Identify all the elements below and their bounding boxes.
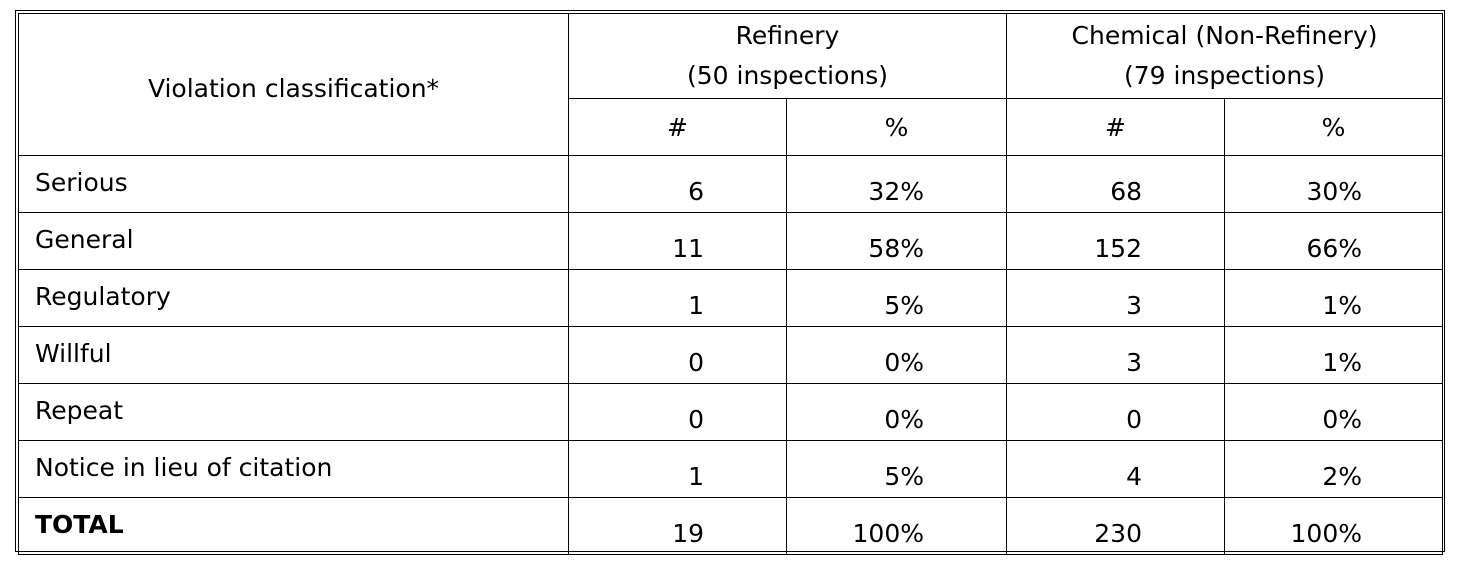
chemical-count: 152 xyxy=(1006,212,1225,270)
header-chemical-percent: % xyxy=(1223,98,1444,156)
header-chemical-count: # xyxy=(1006,98,1225,156)
refinery-count: 11 xyxy=(568,212,787,270)
refinery-count: 1 xyxy=(568,269,787,327)
table-frame: Violation classification* Refinery (50 i… xyxy=(15,10,1445,555)
chemical-percent: 1% xyxy=(1223,269,1444,327)
row-label: Serious xyxy=(18,155,569,213)
refinery-percent: 58% xyxy=(786,212,1007,270)
chemical-total-count: 230 xyxy=(1006,497,1225,555)
chemical-count: 3 xyxy=(1006,326,1225,384)
table-row: Serious 6 32% 68 30% xyxy=(18,155,1444,213)
refinery-count: 6 xyxy=(568,155,787,213)
row-label: Willful xyxy=(18,326,569,384)
table-row: Repeat 0 0% 0 0% xyxy=(18,383,1444,441)
header-group-refinery: Refinery (50 inspections) xyxy=(568,13,1007,99)
chemical-count: 68 xyxy=(1006,155,1225,213)
chemical-percent: 0% xyxy=(1223,383,1444,441)
table-row: Willful 0 0% 3 1% xyxy=(18,326,1444,384)
header-chemical-line1: Chemical (Non-Refinery) xyxy=(1071,21,1378,50)
row-label: Regulatory xyxy=(18,269,569,327)
chemical-count: 0 xyxy=(1006,383,1225,441)
header-row-sub: # % # % xyxy=(19,98,1444,156)
header-refinery-line2: (50 inspections) xyxy=(687,61,888,90)
header-classification: Violation classification* xyxy=(18,13,569,156)
row-label: Notice in lieu of citation xyxy=(18,440,569,498)
refinery-count: 1 xyxy=(568,440,787,498)
chemical-count: 3 xyxy=(1006,269,1225,327)
chemical-percent: 66% xyxy=(1223,212,1444,270)
refinery-percent: 5% xyxy=(786,269,1007,327)
header-row-groups: Violation classification* Refinery (50 i… xyxy=(18,13,1444,156)
refinery-count: 0 xyxy=(568,383,787,441)
refinery-total-count: 19 xyxy=(568,497,787,555)
header-refinery-line1: Refinery xyxy=(735,21,840,50)
row-label: General xyxy=(18,212,569,270)
table-row: General 11 58% 152 66% xyxy=(18,212,1444,270)
chemical-percent: 2% xyxy=(1223,440,1444,498)
chemical-percent: 1% xyxy=(1223,326,1444,384)
chemical-percent: 30% xyxy=(1223,155,1444,213)
total-label: TOTAL xyxy=(18,497,569,555)
header-refinery-count: # xyxy=(568,98,787,156)
header-chemical-line2: (79 inspections) xyxy=(1124,61,1325,90)
refinery-percent: 0% xyxy=(786,326,1007,384)
refinery-percent: 32% xyxy=(786,155,1007,213)
refinery-total-percent: 100% xyxy=(786,497,1007,555)
refinery-percent: 5% xyxy=(786,440,1007,498)
header-refinery-percent: % xyxy=(786,98,1007,156)
header-group-chemical: Chemical (Non-Refinery) (79 inspections) xyxy=(1005,13,1444,99)
total-row: TOTAL 19 100% 230 100% xyxy=(18,497,1444,555)
refinery-count: 0 xyxy=(568,326,787,384)
table-row: Notice in lieu of citation 1 5% 4 2% xyxy=(18,440,1444,498)
chemical-total-percent: 100% xyxy=(1223,497,1444,555)
table-row: Regulatory 1 5% 3 1% xyxy=(18,269,1444,327)
violations-table: Violation classification* Refinery (50 i… xyxy=(18,13,1444,555)
chemical-count: 4 xyxy=(1006,440,1225,498)
row-label: Repeat xyxy=(18,383,569,441)
refinery-percent: 0% xyxy=(786,383,1007,441)
